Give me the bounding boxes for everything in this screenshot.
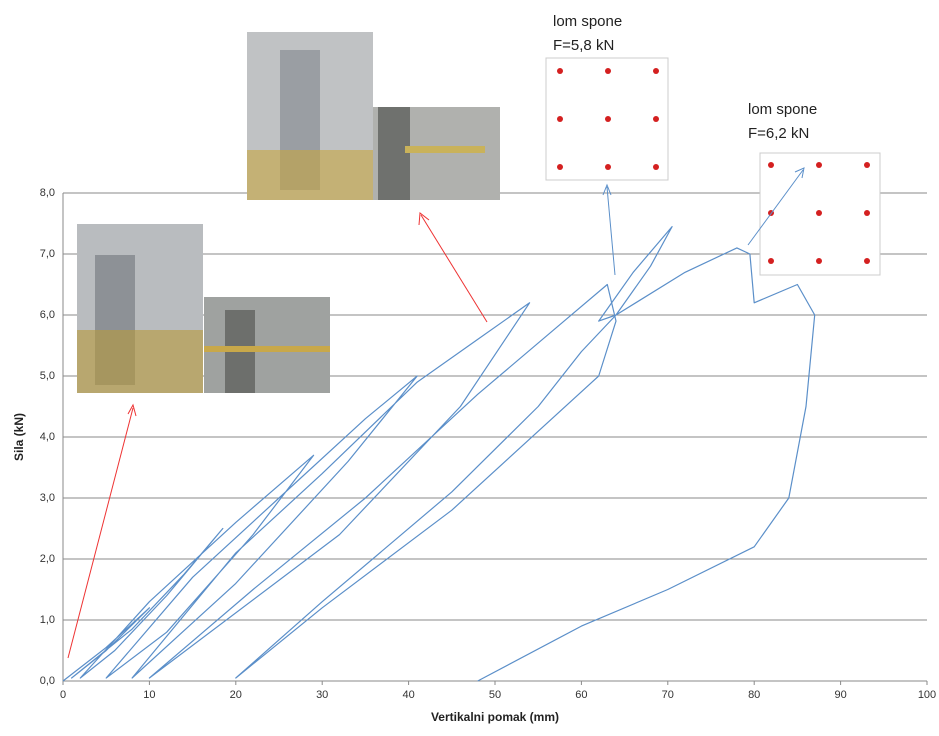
arrow-head [794,167,805,179]
y-tick-label: 8,0 [40,187,55,199]
annotation: lom spone [748,101,817,118]
y-tick-label: 1,0 [40,614,55,626]
dot [768,258,774,264]
x-tick-label: 20 [230,689,242,701]
dot [557,68,563,74]
dot [653,116,659,122]
y-axis-title: Sila (kN) [12,413,26,461]
dots [557,68,870,264]
annotation: F=5,8 kN [553,37,614,54]
x-tick-label: 50 [489,689,501,701]
dot [605,164,611,170]
x-tick-label: 40 [402,689,414,701]
arrow [606,186,616,276]
x-tick-label: 30 [316,689,328,701]
x-axis-title: Vertikalni pomak (mm) [431,710,559,724]
dot [864,258,870,264]
x-tick-label: 90 [834,689,846,701]
y-tick-label: 3,0 [40,492,55,504]
dot [653,164,659,170]
dot [864,162,870,168]
dot [816,258,822,264]
y-tick-label: 4,0 [40,431,55,443]
dot [605,68,611,74]
grid: 0,0 1,0 2,0 3,0 4,0 5,0 6,0 7,0 8,0 0 10 20 30 40 50 60… [40,187,936,701]
photo-detail [378,107,410,200]
dot [557,116,563,122]
dot [653,68,659,74]
annotation: lom spone [553,13,622,30]
dot [557,164,563,170]
plot [62,226,816,682]
x-tick-label: 60 [575,689,587,701]
arrow-head [127,403,137,417]
y-tick-label: 0,0 [40,675,55,687]
photos [77,32,500,393]
y-tick-label: 6,0 [40,309,55,321]
photo-detail [204,346,330,352]
y-tick-label: 2,0 [40,553,55,565]
x-tick-label: 100 [918,689,936,701]
photo-detail [405,146,485,153]
dot [864,210,870,216]
arrow [420,214,488,323]
dot [816,162,822,168]
dot [768,162,774,168]
photo-detail [247,150,373,200]
photo [204,297,330,393]
arrow-head [418,212,430,226]
x-tick-label: 70 [662,689,674,701]
x-tick-label: 80 [748,689,760,701]
x-tick-label: 10 [143,689,155,701]
y-tick-label: 5,0 [40,370,55,382]
dot [816,210,822,216]
data-line [62,226,816,682]
arrows [67,167,805,659]
annotation: F=6,2 kN [748,125,809,142]
dot [605,116,611,122]
arrow [747,169,804,246]
dot-boxes [545,57,881,276]
y-tick-label: 7,0 [40,248,55,260]
arrow-head [602,183,612,196]
arrow [67,407,134,659]
photo-detail [77,330,203,393]
x-tick-label: 0 [60,689,66,701]
